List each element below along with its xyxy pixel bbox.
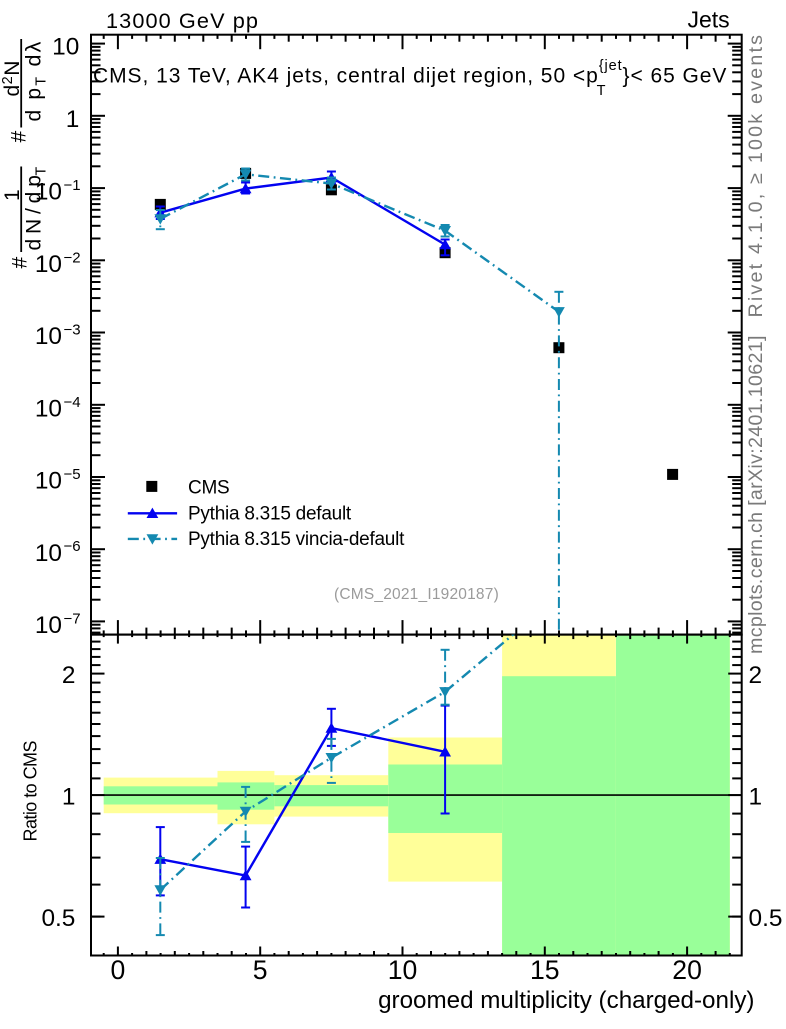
svg-text:d2N: d2N <box>0 60 24 96</box>
svg-text:10: 10 <box>388 955 418 985</box>
svg-text:CMS: CMS <box>188 478 229 499</box>
svg-text:Rivet 4.1.0, ≥ 100k events: Rivet 4.1.0, ≥ 100k events <box>745 33 767 318</box>
svg-text:d N / d pT: d N / d pT <box>22 167 49 251</box>
svg-text:10: 10 <box>35 323 62 350</box>
svg-text:13000 GeV pp: 13000 GeV pp <box>106 8 259 33</box>
svg-text:#: # <box>7 131 30 143</box>
svg-text:0.5: 0.5 <box>41 905 75 932</box>
svg-text:#: # <box>8 257 31 269</box>
svg-text:−3: −3 <box>64 322 81 339</box>
svg-text:Pythia 8.315 default: Pythia 8.315 default <box>188 503 352 524</box>
svg-text:10: 10 <box>35 612 62 639</box>
svg-text:Ratio to CMS: Ratio to CMS <box>20 741 40 842</box>
svg-text:0.5: 0.5 <box>749 905 783 932</box>
svg-text:10: 10 <box>35 468 62 495</box>
svg-text:−4: −4 <box>64 394 81 411</box>
svg-text:5: 5 <box>253 955 268 985</box>
svg-text:0: 0 <box>111 955 126 985</box>
svg-text:groomed multiplicity (charged-: groomed multiplicity (charged-only) <box>378 987 754 1014</box>
svg-text:2: 2 <box>749 662 763 689</box>
svg-text:−7: −7 <box>64 610 81 627</box>
svg-text:10: 10 <box>35 179 62 206</box>
svg-text:−5: −5 <box>64 466 81 483</box>
svg-text:1: 1 <box>62 783 76 810</box>
svg-text:10: 10 <box>52 34 79 61</box>
svg-text:(CMS_2021_I1920187): (CMS_2021_I1920187) <box>334 586 499 603</box>
svg-text:1: 1 <box>749 783 763 810</box>
svg-text:−1: −1 <box>64 177 81 194</box>
svg-text:10: 10 <box>35 395 62 422</box>
svg-text:−2: −2 <box>64 249 81 266</box>
svg-text:mcplots.cern.ch [arXiv:2401.10: mcplots.cern.ch [arXiv:2401.10621] <box>745 335 767 654</box>
svg-text:15: 15 <box>530 955 560 985</box>
svg-text:20: 20 <box>672 955 702 985</box>
svg-text:2: 2 <box>62 662 76 689</box>
svg-text:1: 1 <box>66 106 80 133</box>
svg-text:10: 10 <box>35 251 62 278</box>
svg-text:10: 10 <box>35 540 62 567</box>
svg-text:1: 1 <box>1 189 24 201</box>
svg-text:Pythia 8.315 vincia-default: Pythia 8.315 vincia-default <box>188 529 405 550</box>
svg-text:Jets: Jets <box>688 7 730 33</box>
svg-text:−6: −6 <box>64 538 81 555</box>
